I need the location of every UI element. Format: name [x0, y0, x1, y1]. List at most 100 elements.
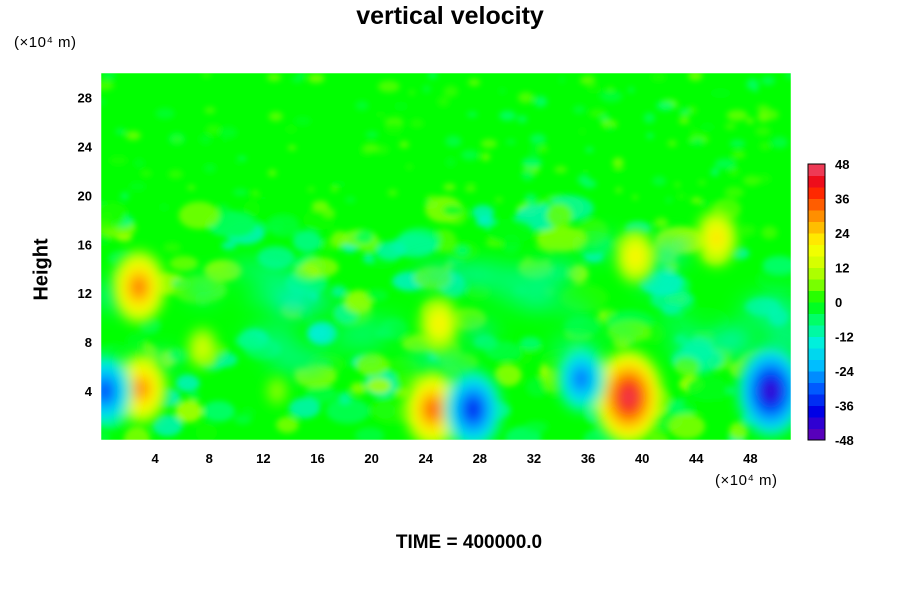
texture-blob — [292, 229, 322, 253]
colorbar-swatch — [808, 394, 825, 406]
y-tick-label: 20 — [78, 188, 92, 203]
texture-blob — [524, 193, 538, 206]
texture-blob — [298, 73, 305, 78]
texture-blob — [101, 99, 106, 105]
texture-blob — [203, 164, 216, 173]
texture-blob — [521, 157, 543, 168]
x-axis-ticks: 4 8 12 16 20 24 28 32 36 40 44 48 — [152, 451, 758, 466]
texture-blob — [331, 285, 347, 298]
colorbar-tick-label: -48 — [835, 433, 854, 448]
x-tick-label: 16 — [310, 451, 324, 466]
texture-blob — [678, 117, 690, 125]
texture-blob — [201, 73, 212, 78]
texture-blob — [445, 135, 462, 147]
texture-blob — [140, 169, 152, 178]
texture-blob — [667, 139, 677, 147]
texture-blob — [442, 204, 464, 216]
texture-blob — [102, 73, 116, 81]
texture-blob — [213, 211, 258, 238]
colorbar-swatch — [808, 256, 825, 268]
texture-blob — [710, 167, 720, 177]
texture-blob — [443, 85, 459, 98]
x-tick-label: 24 — [418, 451, 433, 466]
texture-blob — [259, 195, 268, 201]
texture-blob — [218, 126, 238, 139]
texture-blob — [674, 355, 700, 377]
colorbar-swatch — [808, 233, 825, 245]
velocity-feature — [265, 375, 289, 407]
texture-blob — [729, 139, 746, 148]
colorbar-swatch — [808, 164, 825, 176]
x-tick-label: 12 — [256, 451, 270, 466]
texture-blob — [605, 124, 616, 132]
texture-blob — [222, 137, 228, 144]
texture-blob — [579, 78, 591, 84]
colorbar-swatch — [808, 371, 825, 383]
texture-blob — [216, 204, 230, 217]
velocity-feature — [695, 209, 738, 268]
velocity-feature — [615, 229, 656, 284]
velocity-feature — [101, 354, 132, 428]
colorbar-tick-label: -12 — [835, 330, 854, 345]
colorbar-tick-label: 12 — [835, 261, 849, 276]
texture-blob — [517, 92, 534, 104]
colorbar-swatch — [808, 382, 825, 395]
texture-blob — [668, 413, 706, 440]
texture-blob — [755, 126, 771, 137]
colorbar-ticks: 48 36 24 12 0 -12 -24 -36 -48 — [835, 157, 855, 448]
texture-blob — [761, 225, 778, 240]
velocity-feature — [186, 326, 219, 370]
texture-blob — [169, 255, 199, 272]
texture-blob — [178, 201, 220, 230]
colorbar-swatch — [808, 325, 825, 337]
texture-blob — [691, 137, 705, 146]
texture-blob — [330, 180, 346, 189]
texture-blob — [717, 88, 729, 98]
texture-blob — [546, 203, 573, 228]
colorbar-swatch — [808, 428, 825, 441]
texture-blob — [128, 181, 146, 192]
texture-blob — [563, 316, 601, 337]
velocity-feature — [443, 369, 503, 440]
texture-blob — [252, 190, 259, 196]
y-tick-label: 4 — [85, 384, 93, 399]
colorbar-swatch — [808, 210, 825, 222]
texture-blob — [409, 90, 415, 95]
texture-blob — [728, 166, 740, 177]
colorbar-swatch — [808, 244, 825, 257]
colorbar-swatch — [808, 267, 825, 280]
texture-blob — [202, 400, 235, 422]
texture-blob — [572, 105, 586, 112]
texture-blob — [627, 175, 634, 180]
texture-blob — [437, 96, 450, 107]
colorbar-swatch — [808, 348, 825, 360]
colorbar-frame — [807, 163, 826, 441]
texture-blob — [237, 156, 247, 162]
texture-blob — [109, 155, 128, 166]
texture-blob — [518, 116, 527, 121]
texture-blob — [224, 164, 240, 177]
band-blob — [561, 302, 592, 319]
texture-blob — [533, 95, 548, 108]
texture-blob — [646, 132, 654, 139]
x-tick-label: 32 — [527, 451, 541, 466]
texture-blob — [123, 426, 151, 440]
texture-blob — [422, 85, 431, 93]
texture-blob — [425, 195, 439, 202]
texture-blob — [650, 73, 667, 82]
colorbar-swatch — [808, 290, 825, 303]
texture-blob — [679, 108, 691, 116]
texture-blob — [212, 352, 238, 368]
texture-blob — [599, 90, 623, 103]
texture-blob — [101, 201, 128, 223]
texture-blob — [688, 73, 703, 81]
band-blob — [469, 261, 520, 294]
band-blob — [329, 329, 387, 352]
texture-blob — [464, 185, 476, 192]
texture-blob — [611, 168, 628, 178]
texture-blob — [307, 73, 325, 83]
band-blob — [417, 356, 477, 375]
texture-blob — [579, 129, 585, 134]
texture-blob — [291, 76, 303, 83]
texture-blob — [322, 207, 336, 218]
